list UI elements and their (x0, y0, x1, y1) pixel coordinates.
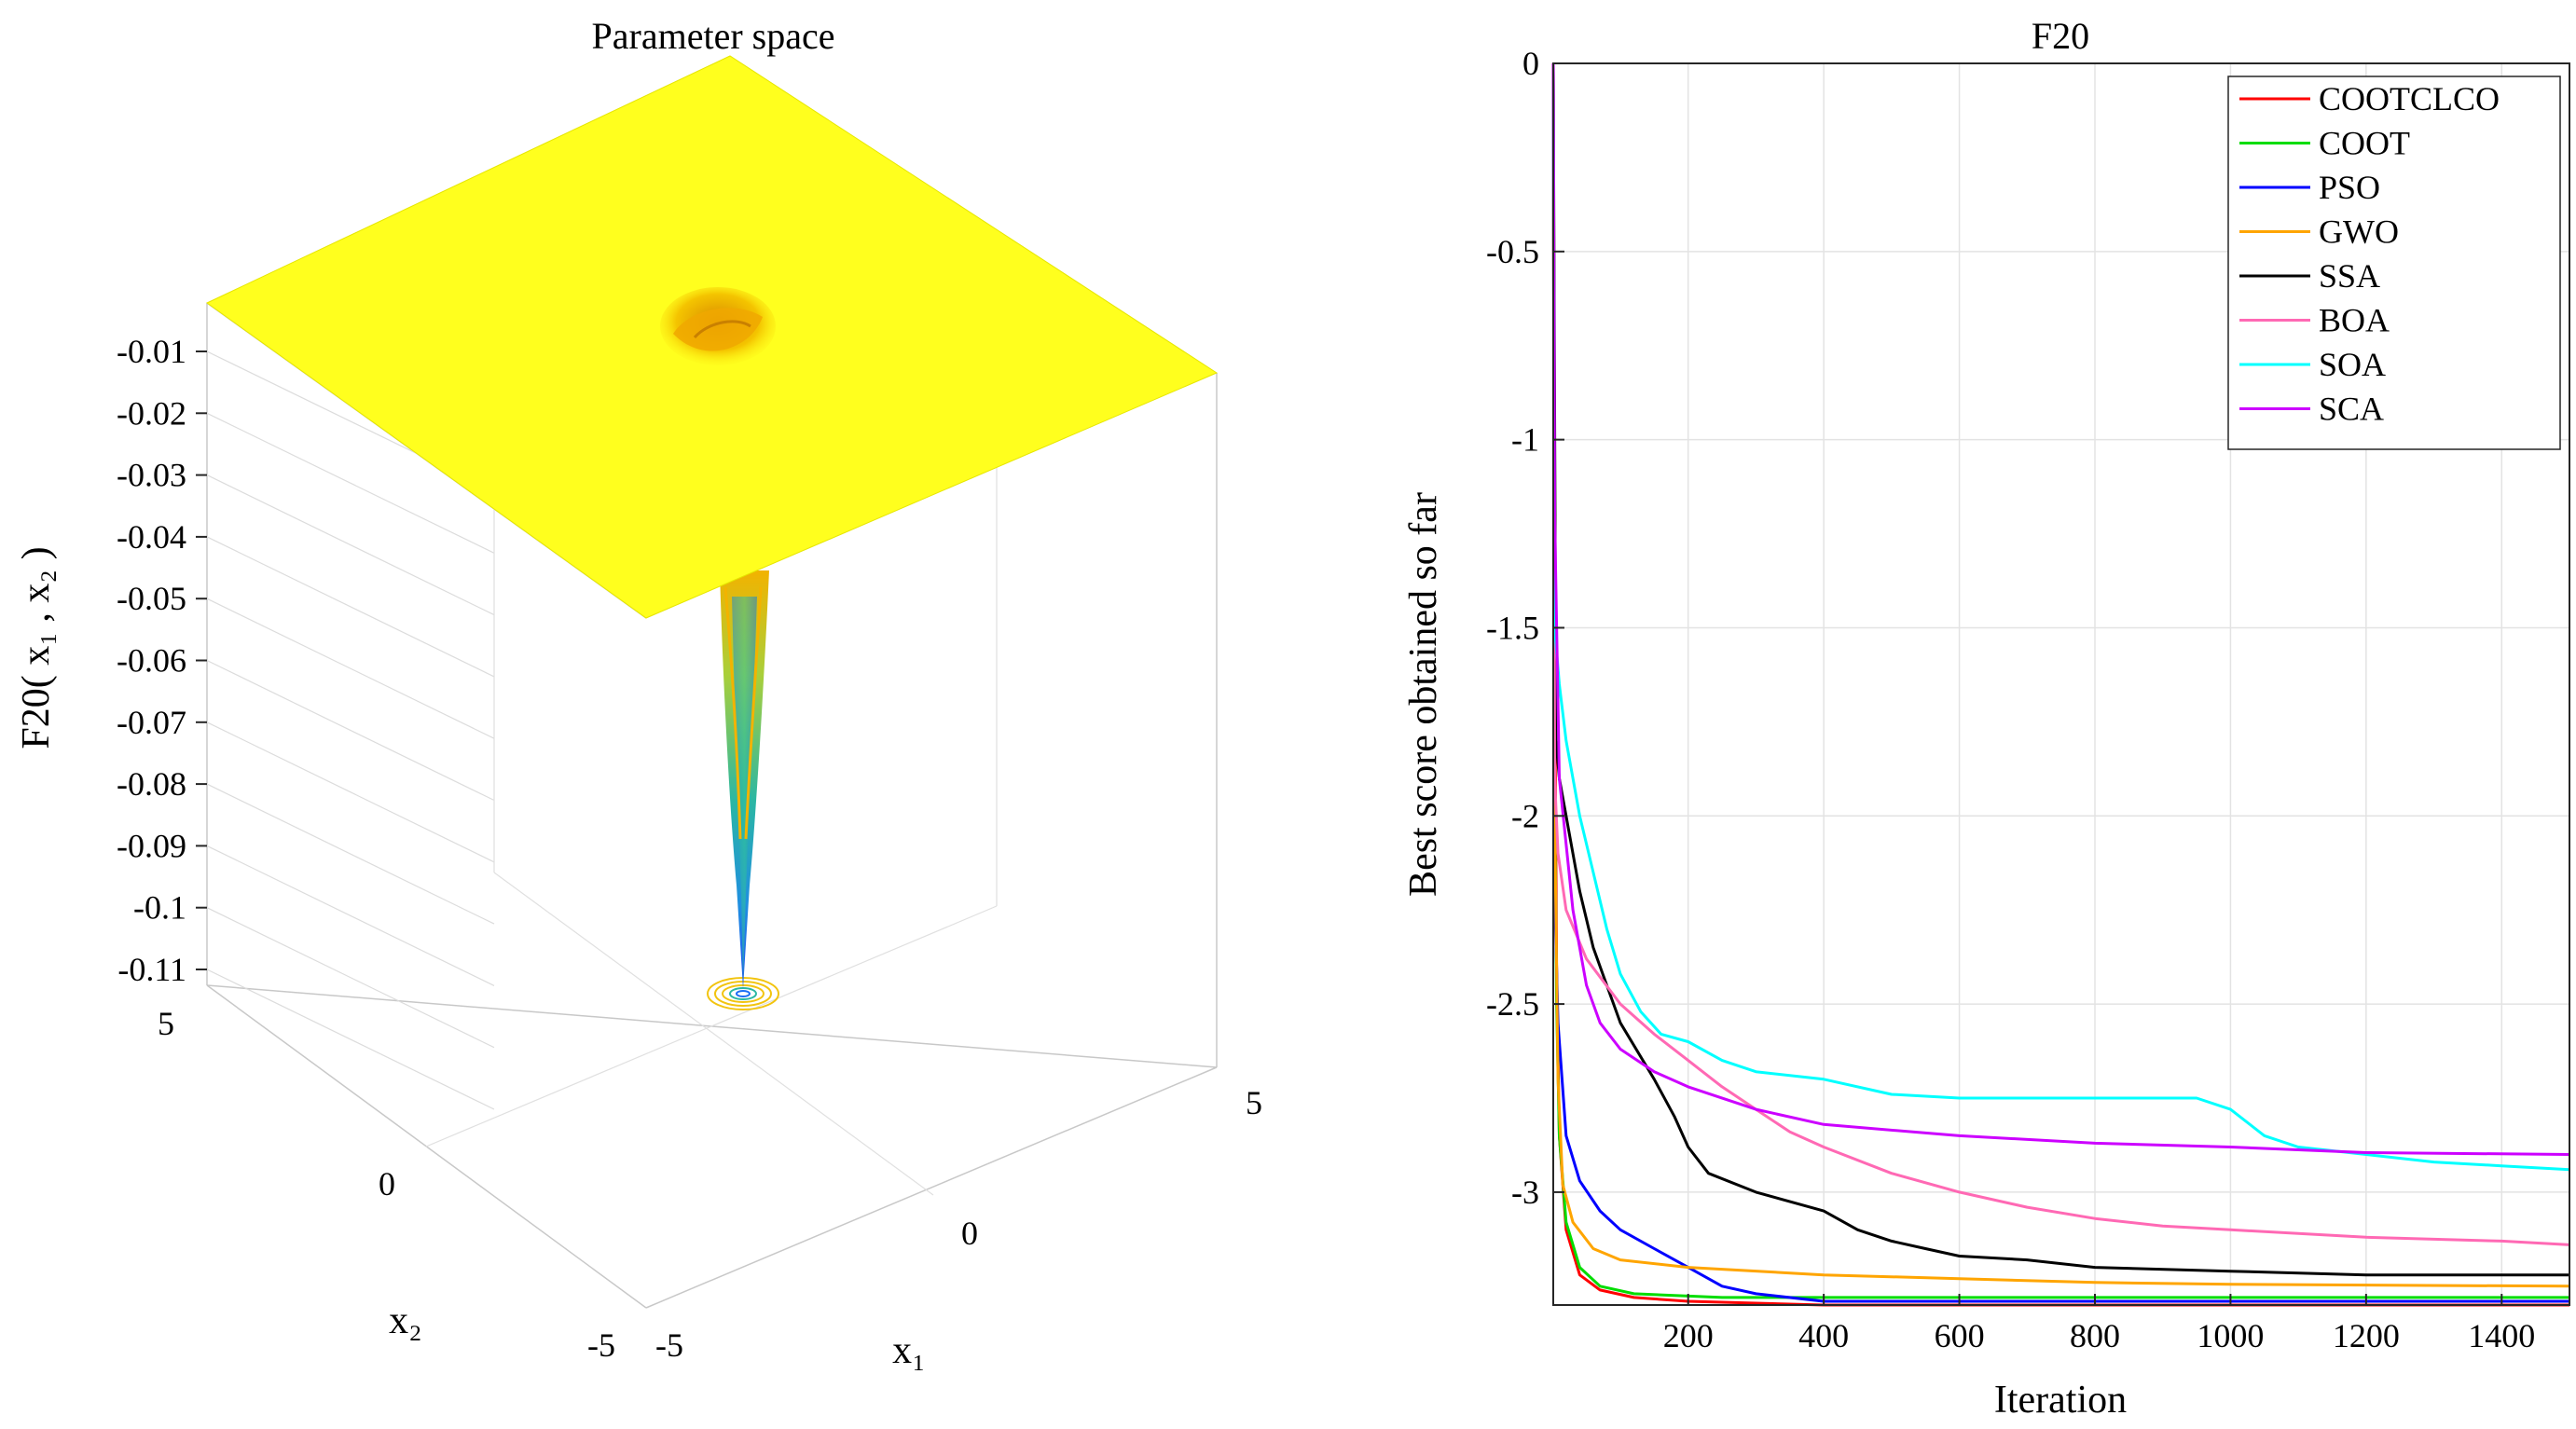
surface-well (720, 570, 769, 988)
x-tick-label: 1200 (2333, 1317, 2400, 1354)
z-gridline (206, 969, 495, 1110)
z-tick-label: -0.02 (117, 394, 186, 432)
legend-label: PSO (2319, 169, 2380, 206)
z-tick-label: -0.04 (117, 518, 186, 556)
y-tick-label: 0 (1522, 45, 1539, 82)
z-tick-label: -0.11 (117, 951, 186, 988)
convergence-plot-panel: 200 400 600 800 1000 1200 1400 0 -0.5 -1 -1.5 -2 -2… (1296, 0, 2576, 1424)
plot-frame (1552, 62, 2570, 1306)
z-tick-label: -0.03 (117, 457, 186, 494)
x1-tick-label: -5 (655, 1326, 683, 1364)
legend-label: COOTCLCO (2319, 80, 2500, 117)
series-line-boa (1551, 62, 2570, 1246)
x1-tick-label: 0 (961, 1215, 978, 1252)
z-gridline (206, 721, 495, 863)
legend-label: SOA (2319, 346, 2386, 383)
z-tick-label: -0.1 (133, 889, 186, 927)
x1-tick-label: 5 (1246, 1084, 1262, 1121)
legend-label: COOT (2319, 125, 2410, 162)
x2-tick-labels: -5 0 5 (158, 1005, 615, 1364)
x2-tick-label: -5 (587, 1326, 615, 1364)
y-tick-label: -0.5 (1486, 233, 1539, 270)
z-gridline (206, 845, 495, 986)
surface-plot-panel: -0.01 -0.02 -0.03 -0.04 -0.05 -0.06 -0.07 -0.08… (15, 15, 1262, 1372)
surface-title: Parameter space (592, 15, 835, 57)
z-tick-label: -0.06 (117, 642, 186, 680)
x-tick-label: 1400 (2468, 1317, 2535, 1354)
x-tick-label: 800 (2070, 1317, 2120, 1354)
z-gridline (206, 783, 495, 925)
series-lines (1551, 62, 2570, 1307)
z-gridline (206, 536, 495, 678)
x-axis-label: Iteration (1994, 1379, 2127, 1422)
x2-tick-label: 0 (379, 1165, 395, 1202)
legend-box (2227, 76, 2561, 450)
z-gridlines (206, 350, 495, 1110)
line-chart-title: F20 (2032, 15, 2089, 57)
x-tick-label: 1000 (2197, 1317, 2264, 1354)
x-tick-label: 600 (1935, 1317, 1985, 1354)
y-axis-label: Best score obtained so far (1402, 492, 1445, 897)
z-gridline (206, 474, 495, 616)
convergence-plot: 200 400 600 800 1000 1200 1400 0 -0.5 -1 -1.5 -2 -2… (1402, 15, 2570, 1422)
z-gridline (206, 598, 495, 739)
y-tick-label: -1.5 (1486, 609, 1539, 646)
z-gridline (206, 412, 495, 554)
surface-dip (660, 287, 776, 365)
floor-gridlines (425, 872, 998, 1196)
surface-plot: -0.01 -0.02 -0.03 -0.04 -0.05 -0.06 -0.07 -0.08… (15, 15, 1262, 1372)
x-tick-label: 400 (1798, 1317, 1849, 1354)
y-tick-label: -2 (1511, 797, 1539, 834)
legend-label: SSA (2319, 257, 2380, 295)
z-tick-label: -0.07 (117, 704, 186, 741)
z-axis-label: F20( x₁ , x₂ ) (15, 546, 58, 749)
y-tick-label: -2.5 (1486, 985, 1539, 1023)
x-tick-labels: 200 400 600 800 1000 1200 1400 (1663, 1294, 2535, 1354)
legend-label: SCA (2319, 391, 2384, 428)
series-line-sca (1551, 62, 2570, 1156)
series-line-gwo (1551, 62, 2570, 1288)
series-line-ssa (1551, 62, 2569, 1277)
z-gridline (206, 659, 495, 802)
y-tick-labels: 0 -0.5 -1 -1.5 -2 -2.5 -3 (1486, 45, 1564, 1211)
z-tick-label: -0.08 (117, 765, 186, 803)
x1-tick-labels: -5 0 5 (655, 1084, 1262, 1364)
z-tick-label: -0.09 (117, 827, 186, 864)
legend-label: GWO (2319, 213, 2399, 251)
z-tick-label: -0.05 (117, 580, 186, 617)
y-tick-label: -3 (1511, 1174, 1539, 1211)
x-tick-label: 200 (1663, 1317, 1714, 1354)
z-tick-labels: -0.01 -0.02 -0.03 -0.04 -0.05 -0.06 -0.07 -0.08… (117, 333, 207, 988)
legend: COOTCLCO COOT PSO GWO SSA BOA SOA SCA (2227, 76, 2561, 450)
z-gridline (206, 907, 495, 1049)
x2-tick-label: 5 (158, 1005, 174, 1042)
legend-label: BOA (2319, 302, 2390, 339)
x2-axis-label: x₂ (389, 1299, 422, 1342)
y-tick-label: -1 (1511, 421, 1539, 459)
series-line-soa (1551, 62, 2570, 1172)
z-tick-label: -0.01 (117, 333, 186, 370)
x1-axis-label: x₁ (892, 1329, 926, 1372)
